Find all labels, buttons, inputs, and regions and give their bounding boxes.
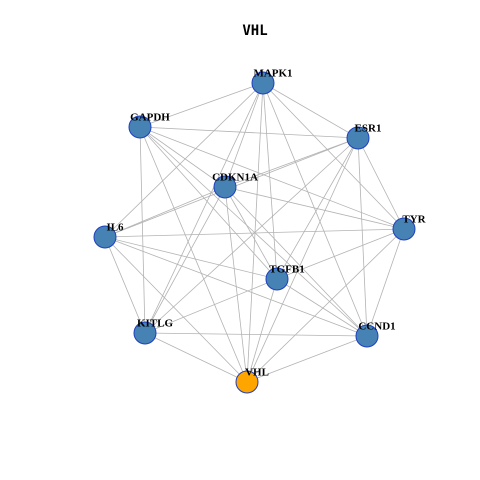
edge (144, 137, 359, 334)
edge (357, 137, 368, 337)
node (133, 321, 157, 345)
node (355, 324, 379, 348)
edge (262, 82, 368, 337)
node (265, 267, 289, 291)
node (128, 115, 152, 139)
edge (144, 82, 264, 334)
node-label: CDKN1A (212, 172, 258, 184)
edge (139, 82, 264, 128)
node (251, 71, 275, 95)
nodes: MAPK1 GAPDH ESR1 CDKN1A IL6 TYR TGFB1 KITLG CCND… (93, 68, 427, 394)
edge (224, 82, 264, 188)
edge (139, 126, 226, 188)
edge (224, 186, 405, 230)
edge (224, 186, 368, 337)
edge (262, 82, 278, 280)
edge (246, 137, 359, 383)
edge (224, 137, 359, 188)
edge (144, 332, 248, 383)
edge (139, 126, 405, 230)
edge (144, 186, 226, 334)
node-label: KITLG (137, 318, 174, 330)
edge (144, 278, 278, 334)
node-label: VHL (245, 367, 269, 379)
node-label: TGFB1 (269, 264, 304, 276)
edge (276, 278, 368, 337)
node (93, 225, 117, 249)
node-label: IL6 (106, 222, 124, 234)
edge (104, 236, 278, 280)
edge (246, 228, 405, 383)
title: VHL (242, 23, 267, 39)
edge (139, 126, 146, 334)
node (235, 370, 259, 394)
edge (139, 126, 368, 337)
edge (144, 332, 368, 337)
edge (139, 126, 278, 280)
node-label: GAPDH (130, 112, 170, 124)
edge (246, 278, 278, 383)
node (392, 217, 416, 241)
edge (104, 236, 146, 334)
node-label: ESR1 (355, 123, 382, 135)
edge (104, 236, 368, 337)
edge (224, 186, 248, 383)
node-label: MAPK1 (253, 68, 292, 80)
edge (139, 126, 359, 139)
edge (104, 228, 405, 238)
edge (276, 228, 405, 280)
edge (262, 82, 359, 139)
node (213, 175, 237, 199)
node-label: CCND1 (358, 321, 395, 333)
edge (104, 236, 248, 383)
edge (139, 126, 248, 383)
edge (246, 335, 368, 383)
edge (104, 82, 264, 238)
edge (357, 137, 405, 230)
edge (104, 186, 226, 238)
node-label: TYR (402, 214, 426, 226)
edge (366, 228, 405, 337)
node (346, 126, 370, 150)
edge (262, 82, 405, 230)
